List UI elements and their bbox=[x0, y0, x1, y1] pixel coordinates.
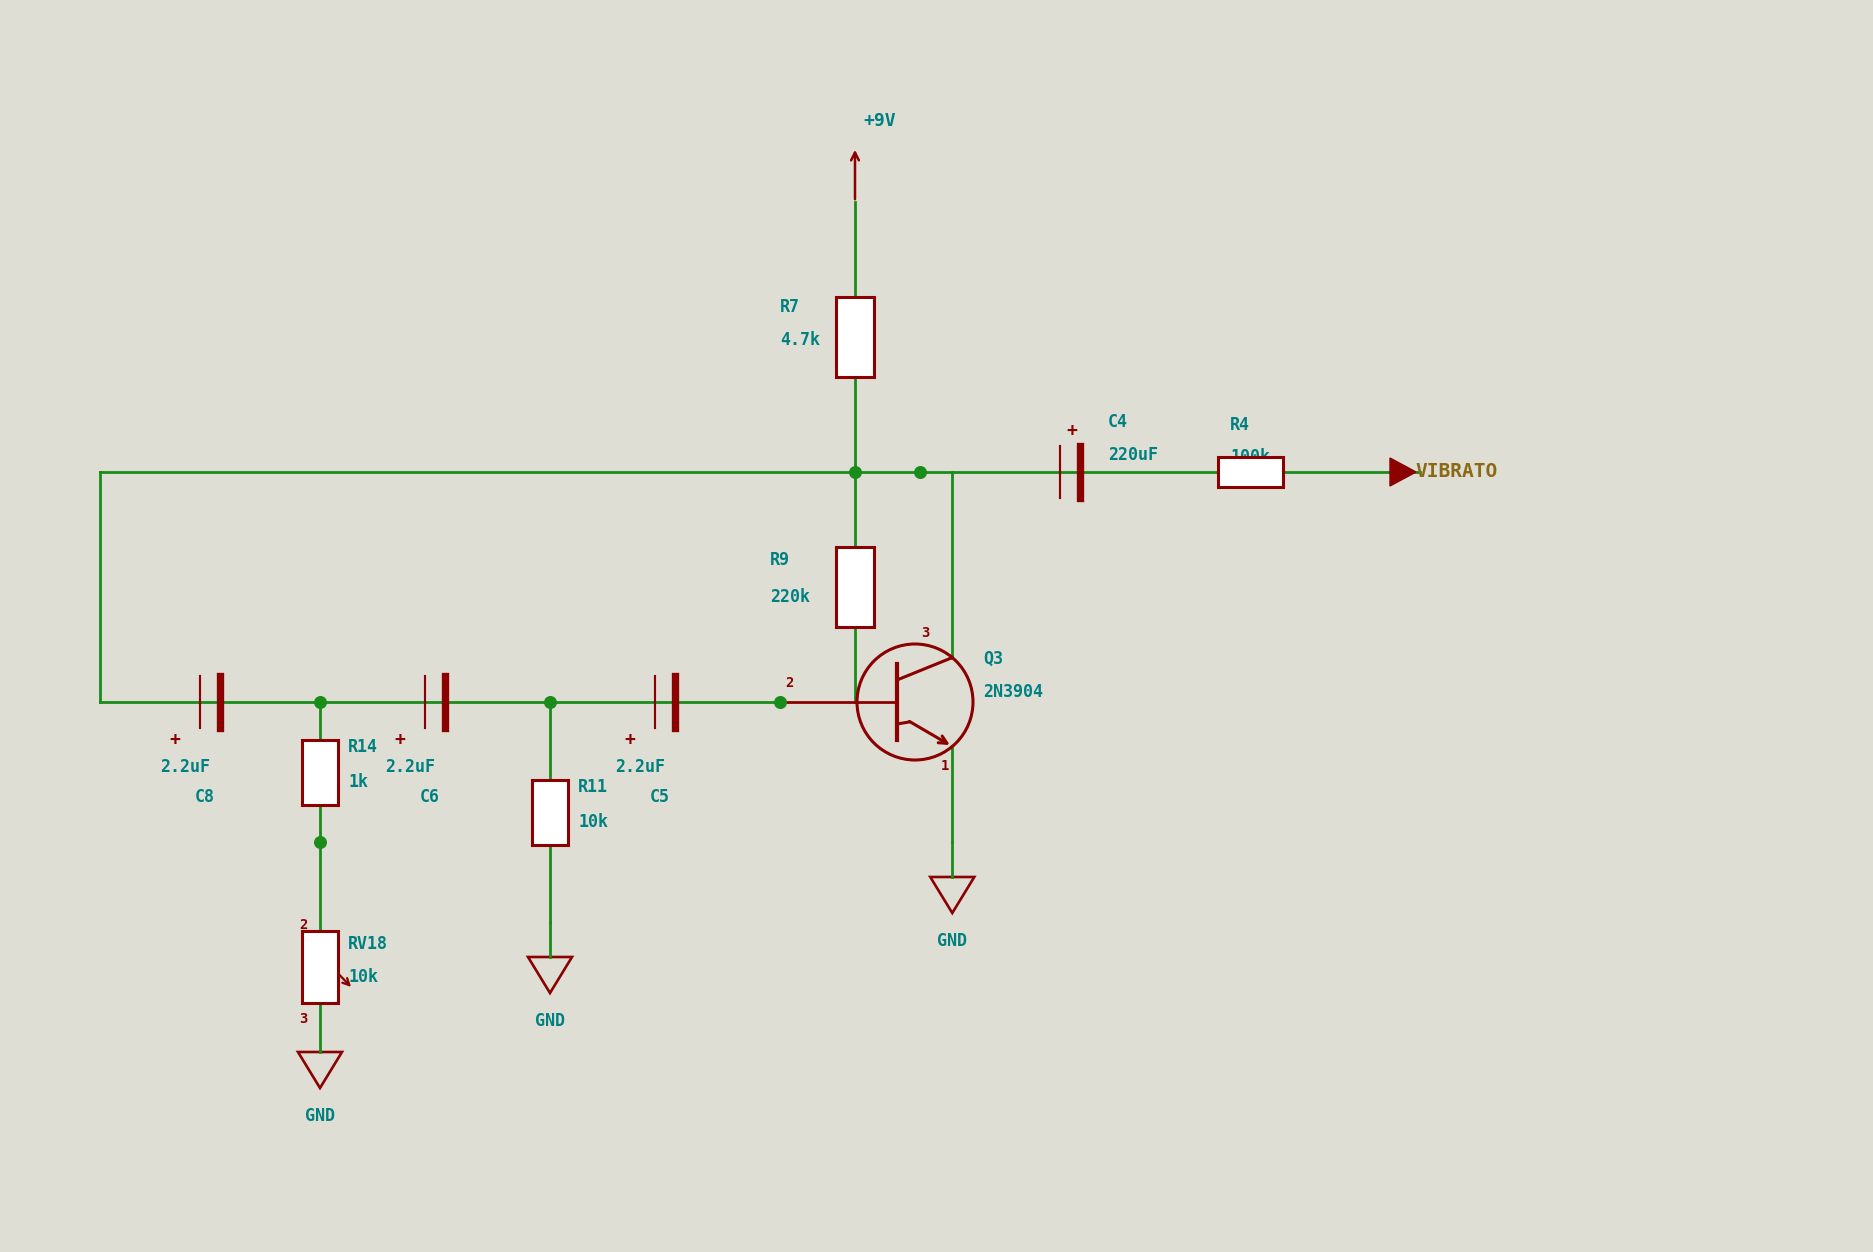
Text: 2: 2 bbox=[785, 676, 792, 690]
Bar bbox=[302, 740, 337, 805]
Text: R7: R7 bbox=[779, 298, 800, 316]
Text: C6: C6 bbox=[420, 788, 440, 806]
Text: GND: GND bbox=[936, 931, 966, 950]
Text: C4: C4 bbox=[1107, 413, 1128, 431]
Text: +: + bbox=[624, 731, 635, 749]
Text: +9V: +9V bbox=[863, 111, 895, 130]
Text: 2.2uF: 2.2uF bbox=[614, 757, 665, 776]
Text: 220k: 220k bbox=[770, 588, 809, 606]
Text: 10k: 10k bbox=[577, 813, 607, 831]
Text: +: + bbox=[1066, 422, 1077, 439]
Point bbox=[305, 833, 335, 853]
Text: RV18: RV18 bbox=[348, 935, 388, 953]
Text: 100k: 100k bbox=[1229, 448, 1270, 466]
Text: +: + bbox=[169, 731, 180, 749]
Bar bbox=[532, 780, 568, 845]
Text: 220uF: 220uF bbox=[1107, 446, 1158, 464]
Text: 2.2uF: 2.2uF bbox=[384, 757, 435, 776]
Point bbox=[305, 692, 335, 712]
Text: C8: C8 bbox=[195, 788, 215, 806]
Point bbox=[905, 462, 935, 482]
Text: 2N3904: 2N3904 bbox=[983, 684, 1043, 701]
Text: Q3: Q3 bbox=[983, 650, 1002, 669]
Text: R14: R14 bbox=[348, 737, 378, 756]
Point bbox=[764, 692, 794, 712]
Bar bbox=[835, 297, 873, 377]
Point bbox=[839, 462, 869, 482]
Text: 1k: 1k bbox=[348, 772, 367, 791]
Text: R4: R4 bbox=[1229, 416, 1249, 434]
Text: GND: GND bbox=[534, 1012, 564, 1030]
Polygon shape bbox=[1390, 458, 1416, 486]
Text: VIBRATO: VIBRATO bbox=[1414, 462, 1497, 482]
Text: R11: R11 bbox=[577, 777, 607, 796]
Text: 10k: 10k bbox=[348, 968, 378, 987]
Point bbox=[534, 692, 564, 712]
Text: 3: 3 bbox=[300, 1012, 307, 1025]
Text: 2.2uF: 2.2uF bbox=[159, 757, 210, 776]
Text: C5: C5 bbox=[650, 788, 671, 806]
Text: R9: R9 bbox=[770, 551, 790, 568]
Text: GND: GND bbox=[305, 1107, 335, 1126]
Bar bbox=[835, 547, 873, 627]
Text: +: + bbox=[395, 731, 405, 749]
Bar bbox=[302, 931, 337, 1003]
Text: 2: 2 bbox=[300, 918, 307, 931]
Text: 3: 3 bbox=[920, 626, 929, 640]
Text: 1: 1 bbox=[940, 759, 950, 772]
Text: 4.7k: 4.7k bbox=[779, 331, 820, 349]
Bar bbox=[1217, 457, 1281, 487]
